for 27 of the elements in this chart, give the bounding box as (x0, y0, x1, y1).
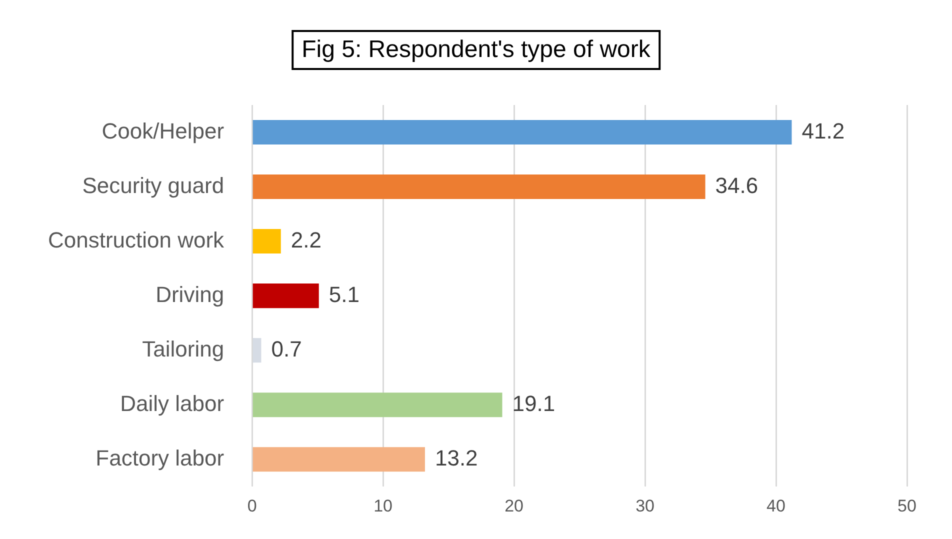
bar (252, 229, 281, 254)
data-label: 0.7 (271, 336, 302, 362)
x-tick-label: 40 (766, 496, 786, 516)
x-tick-label: 30 (636, 496, 654, 516)
data-label: 34.6 (715, 172, 758, 198)
y-tick-label: Cook/Helper (102, 118, 224, 144)
y-tick-label: Factory labor (96, 445, 224, 470)
bar (252, 174, 706, 200)
y-tick-label: Tailoring (142, 336, 224, 362)
x-tick-label: 50 (898, 496, 916, 516)
x-tick-label: 10 (374, 496, 393, 516)
bar (252, 284, 319, 308)
data-label: 5.1 (328, 282, 360, 307)
y-tick-label: Security guard (82, 172, 224, 198)
bar (252, 392, 502, 418)
x-tick-label: 0 (247, 496, 257, 516)
y-tick-label: Daily labor (120, 390, 224, 416)
y-tick-label: Driving (156, 282, 224, 307)
data-label: 2.2 (290, 227, 322, 252)
bar (252, 120, 792, 145)
bar (252, 447, 425, 472)
data-label: 13.2 (434, 445, 478, 470)
chart-title: Fig 5: Respondent's type of work (292, 30, 660, 70)
x-tick-label: 20 (504, 496, 524, 516)
data-label: 19.1 (512, 390, 556, 416)
data-label: 41.2 (802, 118, 845, 144)
y-tick-label: Construction work (48, 227, 226, 252)
